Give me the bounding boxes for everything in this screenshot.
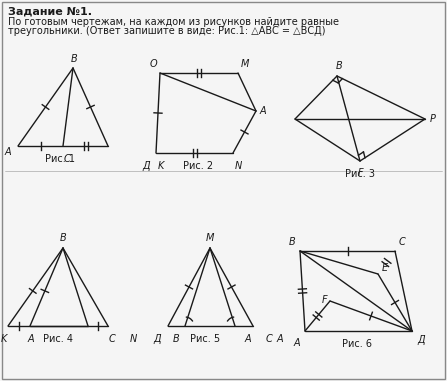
Text: Рис. 2: Рис. 2 [183,161,213,171]
Text: B: B [59,233,66,243]
Text: K: K [158,161,164,171]
Text: треугольники. (Ответ запишите в виде: Рис.1: △ABC = △ВСД): треугольники. (Ответ запишите в виде: Ри… [8,26,325,36]
Text: A: A [277,334,284,344]
Text: Д: Д [143,161,150,171]
Text: B: B [71,54,77,64]
Text: По готовым чертежам, на каждом из рисунков найдите равные: По готовым чертежам, на каждом из рисунк… [8,17,339,27]
Text: B: B [288,237,295,247]
Text: K: K [1,334,7,344]
Text: M: M [241,59,249,69]
Text: A: A [245,334,251,344]
Text: N: N [235,161,242,171]
Text: Рис. 3: Рис. 3 [345,169,375,179]
Text: A: A [293,338,300,348]
Text: F: F [358,168,364,178]
Text: Рис. 6: Рис. 6 [342,339,372,349]
Text: A: A [28,334,34,344]
Text: Д: Д [153,334,160,344]
Text: Рис. 1: Рис. 1 [45,154,75,164]
Text: N: N [130,334,137,344]
Text: B: B [336,61,342,71]
Text: P: P [430,114,436,124]
Text: C: C [399,237,406,247]
Text: C: C [266,334,273,344]
Text: C: C [64,154,71,164]
Text: A: A [260,106,266,116]
Text: F: F [321,295,327,305]
Text: Задание №1.: Задание №1. [8,7,92,17]
Text: Рис. 4: Рис. 4 [43,334,73,344]
Text: E: E [382,263,388,273]
Text: A: A [4,147,11,157]
Text: B: B [173,334,180,344]
Text: Д: Д [417,335,425,345]
Text: Рис. 5: Рис. 5 [190,334,220,344]
Text: O: O [149,59,157,69]
Text: M: M [206,233,214,243]
Text: C: C [109,334,115,344]
